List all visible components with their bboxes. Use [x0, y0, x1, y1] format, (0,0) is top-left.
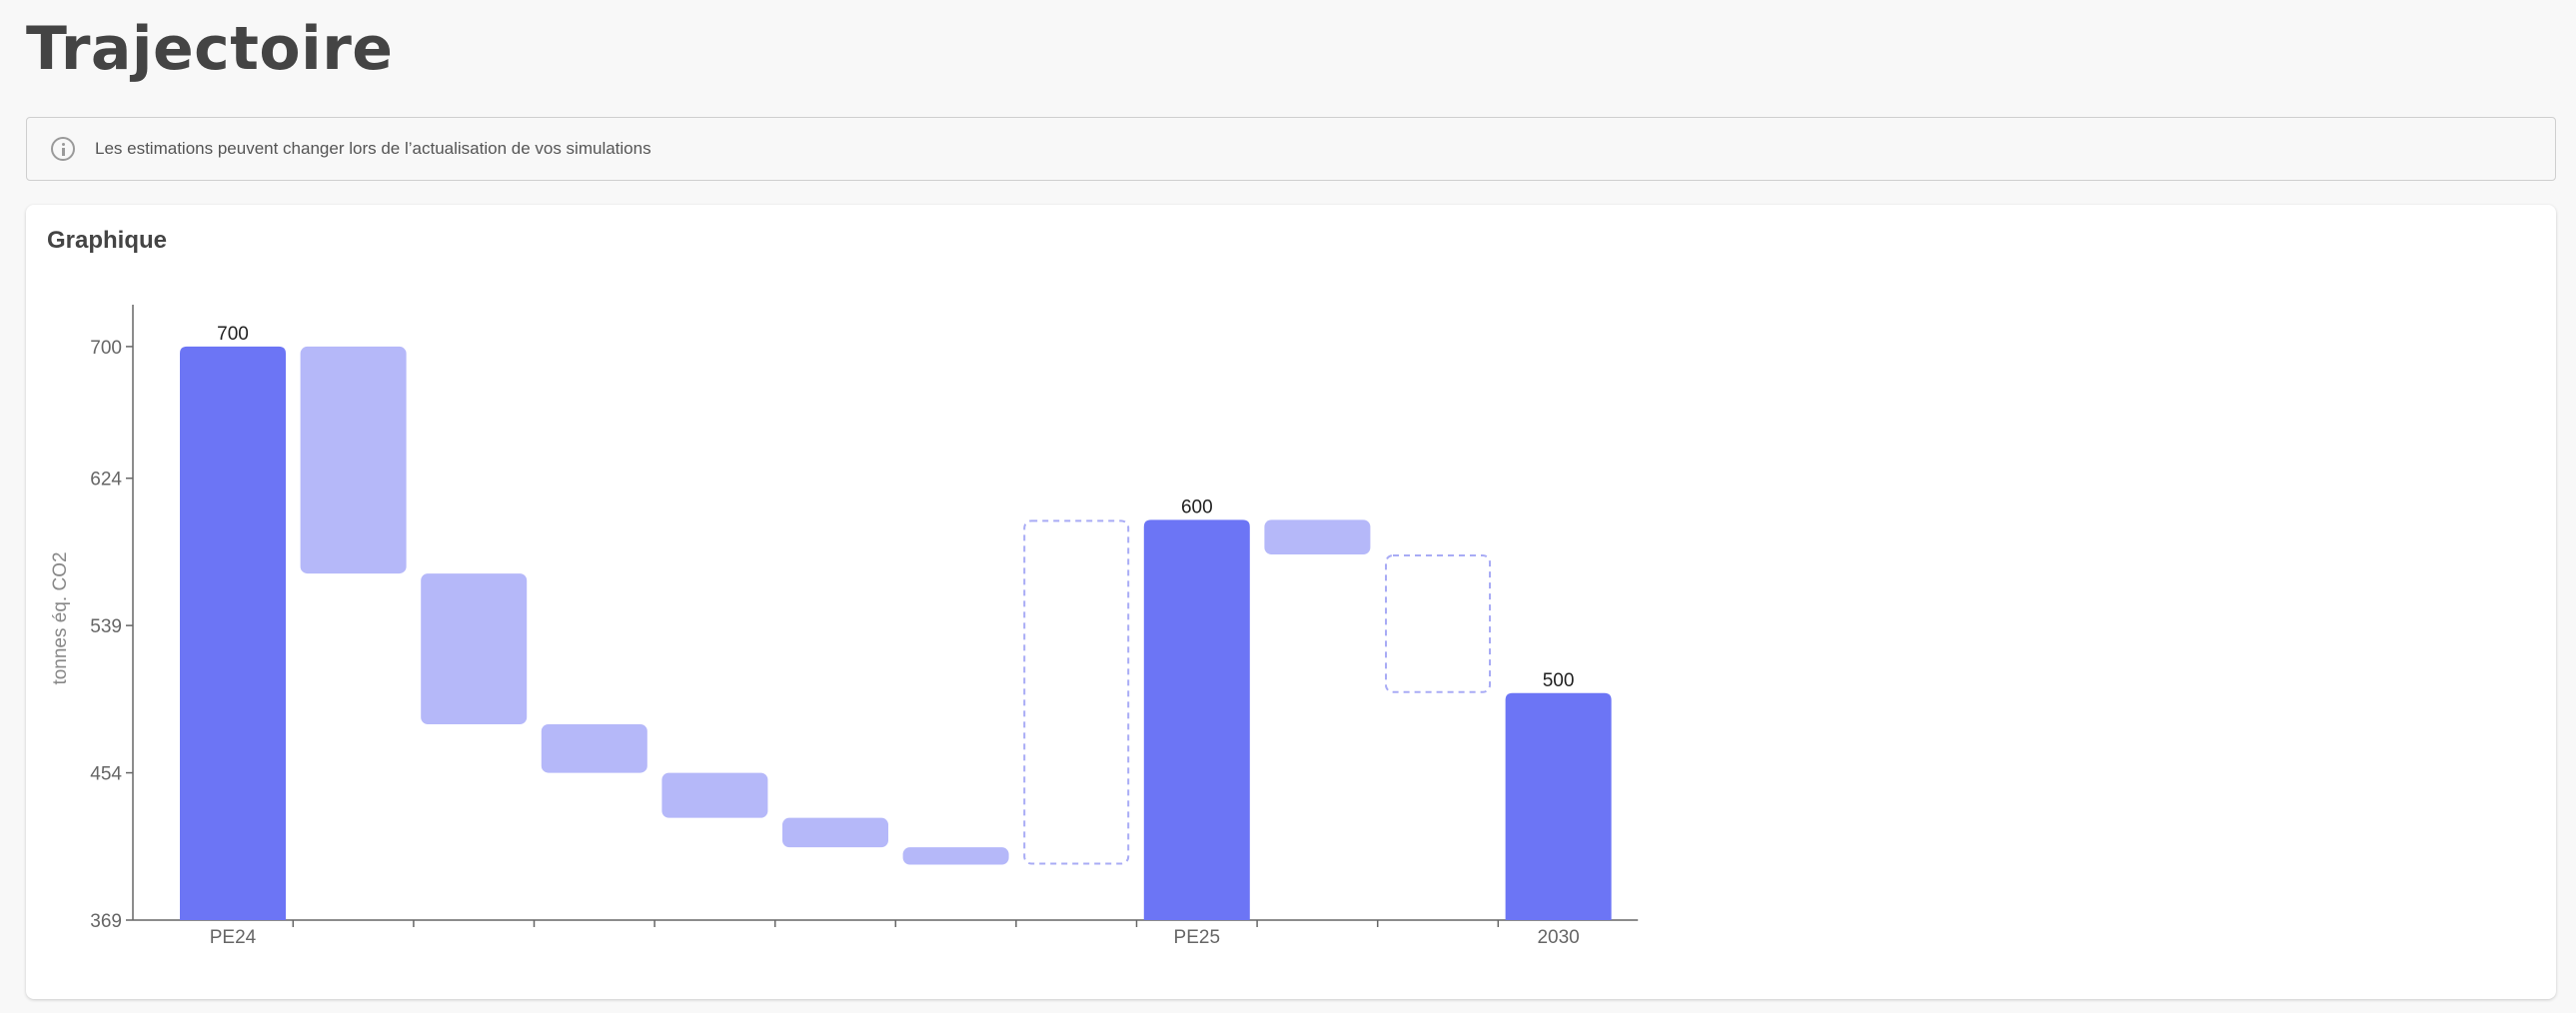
- waterfall-chart: 369 454 539 624 700 tonnes éq. CO2 700 PE24 600 P…: [50, 305, 1639, 948]
- bar-value-label: 600: [1181, 497, 1213, 517]
- waterfall-bar-step: [782, 817, 888, 848]
- bar-value-label: 700: [217, 324, 249, 345]
- bar-value-label: 500: [1543, 670, 1575, 691]
- y-tick-label: 454: [90, 764, 122, 785]
- waterfall-bar-total: [1143, 519, 1250, 920]
- info-banner: Les estimations peuvent changer lors de …: [26, 117, 2556, 181]
- waterfall-bar-total: [180, 346, 286, 920]
- page-title: Trajectoire: [26, 14, 394, 84]
- y-tick-label: 539: [90, 616, 122, 637]
- waterfall-bar-step: [661, 772, 768, 818]
- waterfall-bar-step: [902, 847, 1009, 865]
- waterfall-bar-step: [421, 573, 528, 725]
- waterfall-bar-placeholder: [1023, 519, 1130, 865]
- waterfall-bar-step: [541, 724, 647, 773]
- card-title: Graphique: [47, 227, 168, 254]
- y-tick-label: 624: [90, 470, 122, 491]
- info-icon: [51, 137, 75, 161]
- waterfall-bar-placeholder: [1385, 554, 1491, 693]
- y-tick-label: 700: [90, 338, 122, 359]
- chart-card: Graphique 369 454 539 624 700 tonnes éq. CO2 7…: [26, 205, 2556, 999]
- y-axis-title: tonnes éq. CO2: [50, 551, 71, 684]
- waterfall-bar-step: [300, 346, 407, 574]
- info-text: Les estimations peuvent changer lors de …: [95, 139, 651, 158]
- x-tick-label: 2030: [1537, 927, 1579, 948]
- waterfall-bar-step: [1264, 519, 1371, 555]
- waterfall-bar-total: [1505, 692, 1612, 920]
- y-tick-label: 369: [90, 911, 122, 932]
- x-tick-label: PE24: [210, 927, 257, 948]
- x-tick-label: PE25: [1174, 927, 1220, 948]
